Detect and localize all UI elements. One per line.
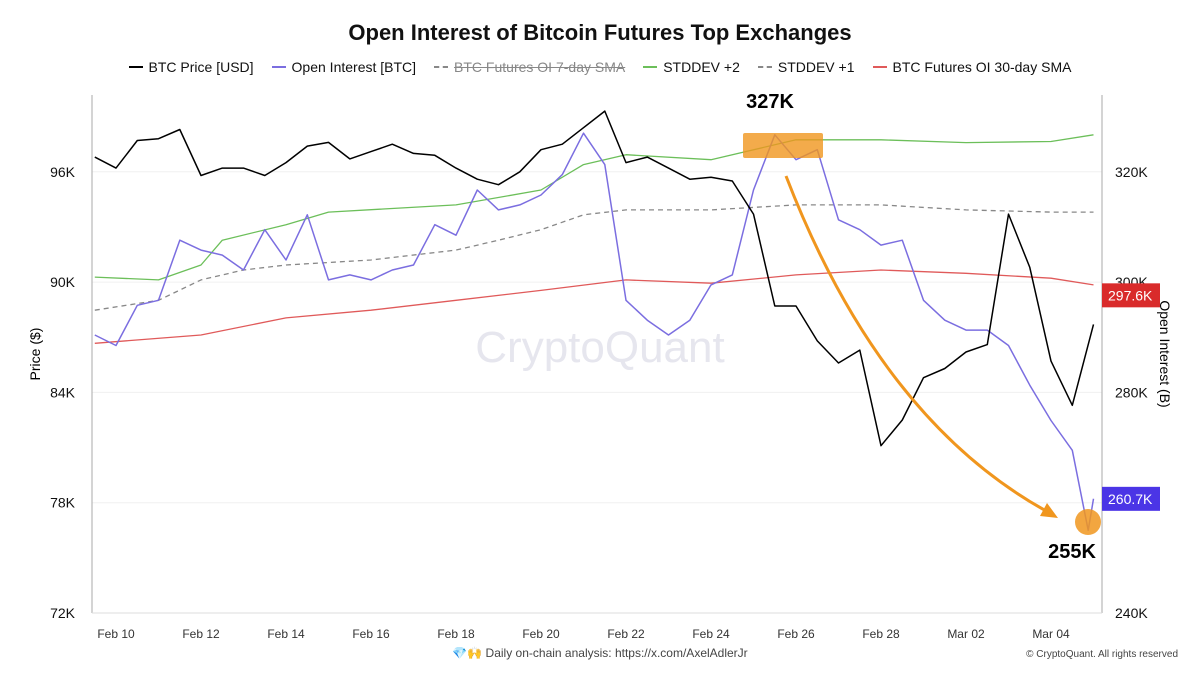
- end-value-badge: [1102, 486, 1160, 511]
- legend-item[interactable]: BTC Futures OI 7-day SMA: [434, 59, 625, 75]
- peak-highlight-box: [743, 133, 823, 158]
- end-value-badge: [1102, 283, 1160, 308]
- legend-swatch: [128, 66, 143, 68]
- legend-item[interactable]: STDDEV +2: [643, 59, 740, 75]
- x-tick-label: Feb 16: [352, 627, 390, 641]
- x-tick-label: Mar 04: [1032, 627, 1070, 641]
- left-axis-title: Price ($): [27, 328, 43, 381]
- legend: BTC Price [USD] Open Interest [BTC] BTC Fu…: [0, 59, 1200, 75]
- legend-label: BTC Futures OI 30-day SMA: [892, 59, 1072, 75]
- left-tick-label: 84K: [50, 384, 76, 400]
- series-line-stddev-2: [94, 134, 1094, 281]
- legend-item[interactable]: BTC Price [USD]: [128, 59, 254, 75]
- left-tick-label: 90K: [50, 274, 76, 290]
- end-value-label: 297.6K: [1108, 287, 1153, 303]
- legend-swatch: [643, 66, 658, 68]
- x-tick-label: Feb 12: [182, 627, 220, 641]
- x-tick-label: Feb 10: [97, 627, 135, 641]
- legend-label: BTC Price [USD]: [148, 59, 254, 75]
- low-label: 255K: [1048, 541, 1096, 563]
- x-tick-label: Mar 02: [947, 627, 985, 641]
- legend-label: BTC Futures OI 7-day SMA: [454, 59, 626, 75]
- left-tick-label: 72K: [50, 605, 76, 621]
- end-value-label: 260.7K: [1108, 491, 1153, 507]
- x-tick-label: Feb 22: [607, 627, 645, 641]
- trend-arrow: [784, 175, 1049, 514]
- legend-swatch: [271, 66, 286, 68]
- right-tick-label: 280K: [1115, 384, 1148, 400]
- legend-item[interactable]: Open Interest [BTC]: [271, 59, 417, 75]
- copyright: © CryptoQuant. All rights reserved: [1026, 649, 1178, 660]
- footer-promo: 💎🙌 Daily on-chain analysis: https://x.co…: [0, 646, 1200, 660]
- series-line-open-interest-btc-: [94, 132, 1095, 532]
- footer-text: Daily on-chain analysis:: [485, 646, 615, 660]
- left-tick-label: 78K: [50, 495, 76, 511]
- legend-item[interactable]: STDDEV +1: [757, 59, 855, 75]
- legend-label: STDDEV +1: [777, 59, 855, 75]
- x-tick-label: Feb 28: [862, 627, 900, 641]
- legend-swatch: [434, 66, 449, 68]
- left-tick-label: 96K: [50, 164, 76, 180]
- watermark: CryptoQuant: [475, 323, 724, 372]
- series-line-btc-futures-oi-30-day-sma: [94, 269, 1094, 344]
- footer-link[interactable]: https://x.com/AxelAdlerJr: [614, 646, 748, 660]
- right-axis-title: Open Interest (B): [1157, 300, 1173, 407]
- x-tick-label: Feb 18: [437, 627, 475, 641]
- x-tick-label: Feb 14: [267, 627, 305, 641]
- right-tick-label: 240K: [1115, 605, 1148, 621]
- x-tick-label: Feb 24: [692, 627, 730, 641]
- right-tick-label: 320K: [1115, 164, 1148, 180]
- x-tick-label: Feb 26: [777, 627, 815, 641]
- low-highlight-circle: [1075, 509, 1101, 535]
- legend-label: Open Interest [BTC]: [291, 59, 417, 75]
- legend-swatch: [872, 66, 887, 68]
- diamond-hands-emoji: 💎🙌: [452, 646, 483, 660]
- peak-label: 327K: [746, 91, 794, 113]
- series-line-btc-price-usd-: [94, 110, 1095, 447]
- arrow-head-icon: [1040, 503, 1058, 518]
- legend-item[interactable]: BTC Futures OI 30-day SMA: [872, 59, 1072, 75]
- series-line-stddev-1: [94, 204, 1094, 311]
- legend-swatch: [757, 66, 772, 68]
- chart-title: Open Interest of Bitcoin Futures Top Exc…: [348, 20, 852, 45]
- x-tick-label: Feb 20: [522, 627, 560, 641]
- legend-label: STDDEV +2: [663, 59, 740, 75]
